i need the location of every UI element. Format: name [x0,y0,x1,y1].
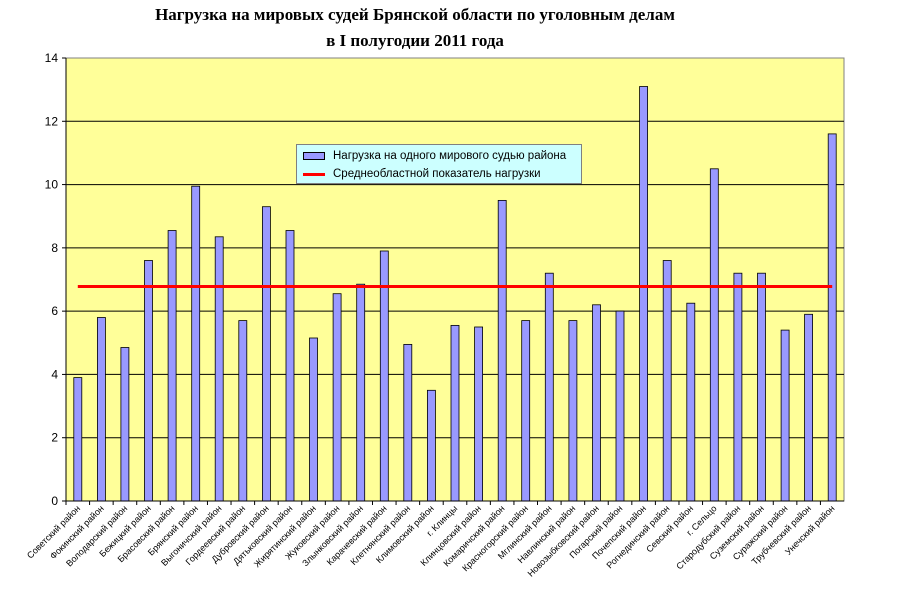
bar [426,389,436,502]
y-tick-label: 8 [51,241,58,255]
legend-bar-swatch [303,152,325,160]
y-tick-label: 12 [45,114,59,128]
chart-title-line-2: в I полугодии 2011 года [326,31,504,50]
bar [379,250,389,502]
y-tick-label: 6 [51,304,58,318]
bar [639,86,648,502]
bar [191,185,201,502]
chart-title: Нагрузка на мировых судей Брянской облас… [0,2,830,54]
legend-item-bars: Нагрузка на одного мирового судью района [303,148,566,164]
legend-item-average: Среднеобластной показатель нагрузки [303,166,541,182]
bar [73,377,83,502]
bar [733,272,743,502]
bar [780,329,790,502]
bar [709,168,719,502]
bar [356,283,366,502]
bar [238,320,248,502]
bar [827,133,837,502]
bar [497,199,507,502]
bar [144,260,153,502]
bar [285,230,295,502]
bar [804,313,813,502]
bars [73,86,837,502]
bar [167,230,177,502]
y-tick-label: 4 [51,367,58,381]
bar [592,304,601,502]
bar [403,343,413,502]
legend: Нагрузка на одного мирового судью района… [296,144,582,184]
bar [615,310,625,502]
bar [332,293,342,502]
chart-title-line-1: Нагрузка на мировых судей Брянской облас… [155,5,675,24]
bar [662,260,672,502]
bar [261,206,271,502]
bar [120,347,130,502]
bar [214,236,224,502]
bar [521,320,531,502]
y-tick-label: 10 [45,178,59,192]
legend-line-swatch [303,172,325,176]
legend-bar-label: Нагрузка на одного мирового судью района [333,150,567,162]
bar [309,337,318,502]
axes [65,58,844,502]
bar [568,320,578,502]
y-tick-label: 2 [51,431,58,445]
legend-line-label: Среднеобластной показатель нагрузки [333,168,541,180]
y-tick-label: 14 [45,51,59,65]
y-axis-tick-labels: 0 2 4 6 8 10 12 14 [45,51,59,508]
bar [97,317,106,502]
bar [450,324,460,502]
bar [474,326,484,502]
bar [686,302,696,502]
y-tick-label: 0 [51,494,58,508]
bar [757,272,766,502]
bar [544,272,554,502]
